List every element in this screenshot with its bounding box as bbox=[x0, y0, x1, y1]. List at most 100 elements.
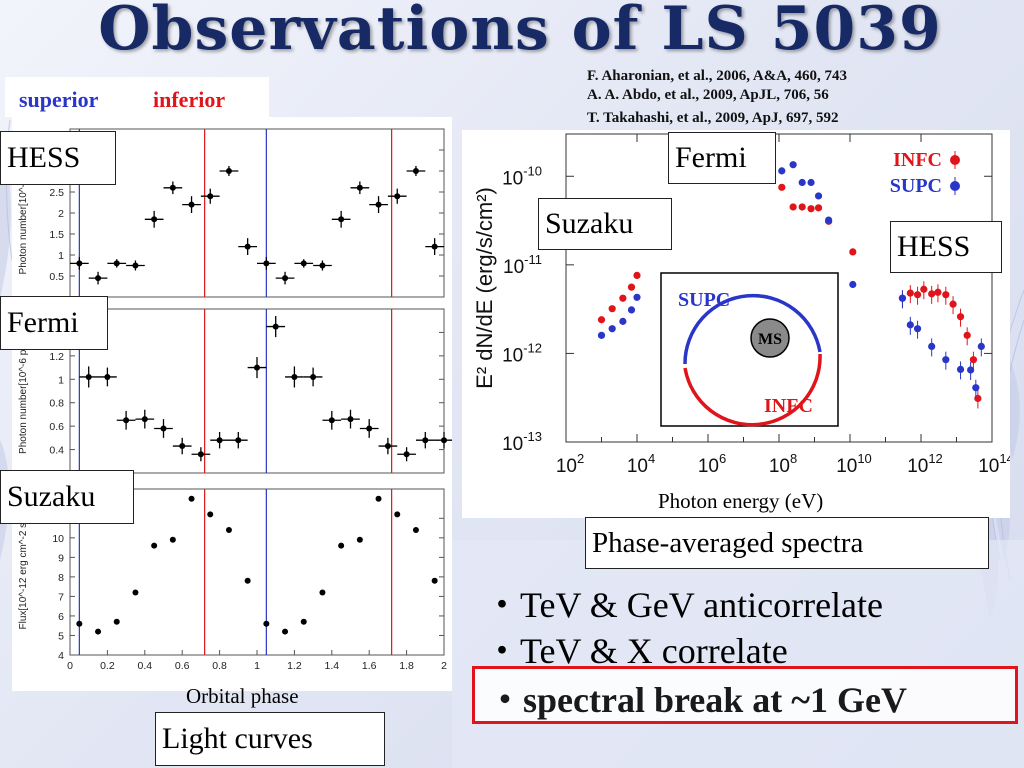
y-tick-label: 0.4 bbox=[49, 445, 64, 457]
data-point bbox=[95, 628, 102, 635]
plot-frame bbox=[69, 308, 445, 474]
data-point bbox=[254, 364, 260, 371]
data-point bbox=[310, 373, 317, 380]
data-point bbox=[942, 291, 950, 299]
ms-star bbox=[750, 318, 790, 358]
data-point bbox=[113, 618, 120, 625]
x-tick-label: 104 bbox=[627, 451, 655, 477]
data-point bbox=[169, 536, 176, 543]
light-curves-caption: Light curves bbox=[155, 712, 385, 766]
x-tick-label: 2 bbox=[441, 660, 447, 672]
photon-energy-label: Photon energy (eV) bbox=[658, 489, 824, 513]
bullet-item: ・TeV & X correlate bbox=[484, 631, 788, 671]
x-tick-label: 108 bbox=[769, 451, 797, 477]
legend-label: SUPC bbox=[890, 175, 942, 197]
data-point bbox=[849, 280, 857, 289]
data-point bbox=[207, 511, 214, 518]
data-point bbox=[967, 366, 975, 374]
data-point bbox=[197, 451, 204, 458]
data-point bbox=[403, 451, 410, 458]
data-point bbox=[132, 262, 139, 269]
ms-label: MS bbox=[758, 331, 782, 348]
data-point bbox=[807, 178, 815, 187]
label-fermi-lc: Fermi bbox=[0, 296, 108, 350]
data-point bbox=[132, 589, 139, 596]
data-point bbox=[179, 443, 186, 450]
data-point bbox=[225, 527, 232, 534]
data-point bbox=[300, 260, 307, 267]
reference-takahashi: T. Takahashi, et al., 2009, ApJ, 697, 59… bbox=[587, 110, 839, 126]
data-point bbox=[394, 511, 401, 518]
series-supc: SUPC bbox=[597, 161, 985, 398]
data-point bbox=[235, 437, 242, 444]
data-point bbox=[789, 203, 797, 211]
inset-frame bbox=[660, 272, 839, 427]
data-point bbox=[906, 321, 914, 329]
x-tick-label: 1014 bbox=[978, 451, 1010, 477]
y-tick-label: 1.2 bbox=[49, 351, 64, 363]
data-point bbox=[608, 305, 616, 313]
data-point bbox=[356, 184, 363, 191]
data-point bbox=[913, 325, 922, 333]
data-point bbox=[597, 331, 606, 339]
x-tick-label: 1.8 bbox=[399, 660, 414, 672]
data-point bbox=[969, 356, 978, 364]
reference-aharonian: F. Aharonian, et al., 2006, A&A, 460, 74… bbox=[587, 68, 848, 84]
data-point bbox=[263, 260, 270, 267]
y-axis-title: Flux[10^-12 erg cm^-2 s... bbox=[18, 515, 29, 630]
data-point bbox=[619, 294, 627, 302]
data-point bbox=[282, 275, 289, 282]
inset-infc-label: INFC bbox=[764, 395, 813, 417]
y-tick-label: 10 bbox=[52, 533, 64, 545]
data-point bbox=[169, 184, 176, 191]
data-point bbox=[188, 495, 195, 502]
label-hess-spec: HESS bbox=[890, 221, 1002, 273]
data-point bbox=[300, 618, 307, 625]
data-point bbox=[956, 313, 965, 321]
inset-supc-label: SUPC bbox=[678, 289, 730, 311]
reference-abdo: A. A. Abdo, et al., 2009, ApJL, 706, 56 bbox=[587, 87, 829, 103]
data-point bbox=[244, 243, 251, 250]
data-point bbox=[347, 416, 354, 423]
orbit-inset: MS SUPC INFC bbox=[660, 272, 839, 427]
data-point bbox=[319, 262, 326, 269]
data-point bbox=[814, 204, 823, 212]
x-tick-label: 1010 bbox=[836, 451, 872, 477]
data-point bbox=[778, 167, 786, 175]
data-point bbox=[633, 271, 641, 279]
data-point bbox=[394, 193, 401, 200]
data-point bbox=[160, 425, 167, 432]
data-point bbox=[633, 293, 641, 301]
y-tick-label: 1.5 bbox=[49, 229, 64, 241]
label-suzaku-lc: Suzaku bbox=[0, 470, 134, 524]
slide-title: Observations of LS 5039 bbox=[98, 0, 942, 64]
x-tick-label: 1.2 bbox=[287, 660, 302, 672]
data-point bbox=[928, 290, 936, 298]
x-tick-label: 0.6 bbox=[175, 660, 190, 672]
x-tick-label: 0 bbox=[67, 660, 73, 672]
references: F. Aharonian, et al., 2006, A&A, 460, 74… bbox=[587, 67, 847, 128]
data-point bbox=[814, 192, 823, 200]
data-point bbox=[422, 437, 429, 444]
y-tick-label: 0.8 bbox=[49, 398, 64, 410]
y-tick-label: 1 bbox=[58, 374, 64, 386]
y-tick-label: 10-10 bbox=[502, 163, 542, 189]
y-tick-label: 1 bbox=[58, 250, 64, 262]
x-tick-label: 102 bbox=[556, 451, 584, 477]
legend-inferior: inferior bbox=[153, 87, 226, 112]
data-point bbox=[825, 216, 833, 224]
highlight-bullet-box: ・spectral break at ~1 GeV bbox=[472, 666, 1018, 724]
data-point bbox=[141, 416, 148, 423]
x-tick-label: 1.6 bbox=[362, 660, 377, 672]
y-axis-title: Photon number[10^-12 Te... bbox=[18, 152, 29, 275]
highlight-bullet: ・spectral break at ~1 GeV bbox=[487, 680, 907, 720]
data-point bbox=[95, 275, 102, 282]
y-tick-label: 6 bbox=[58, 611, 64, 623]
data-point bbox=[319, 589, 326, 596]
data-point bbox=[431, 243, 438, 250]
data-point bbox=[849, 248, 857, 256]
data-point bbox=[898, 294, 907, 302]
data-point bbox=[225, 168, 232, 174]
data-point bbox=[597, 316, 606, 324]
